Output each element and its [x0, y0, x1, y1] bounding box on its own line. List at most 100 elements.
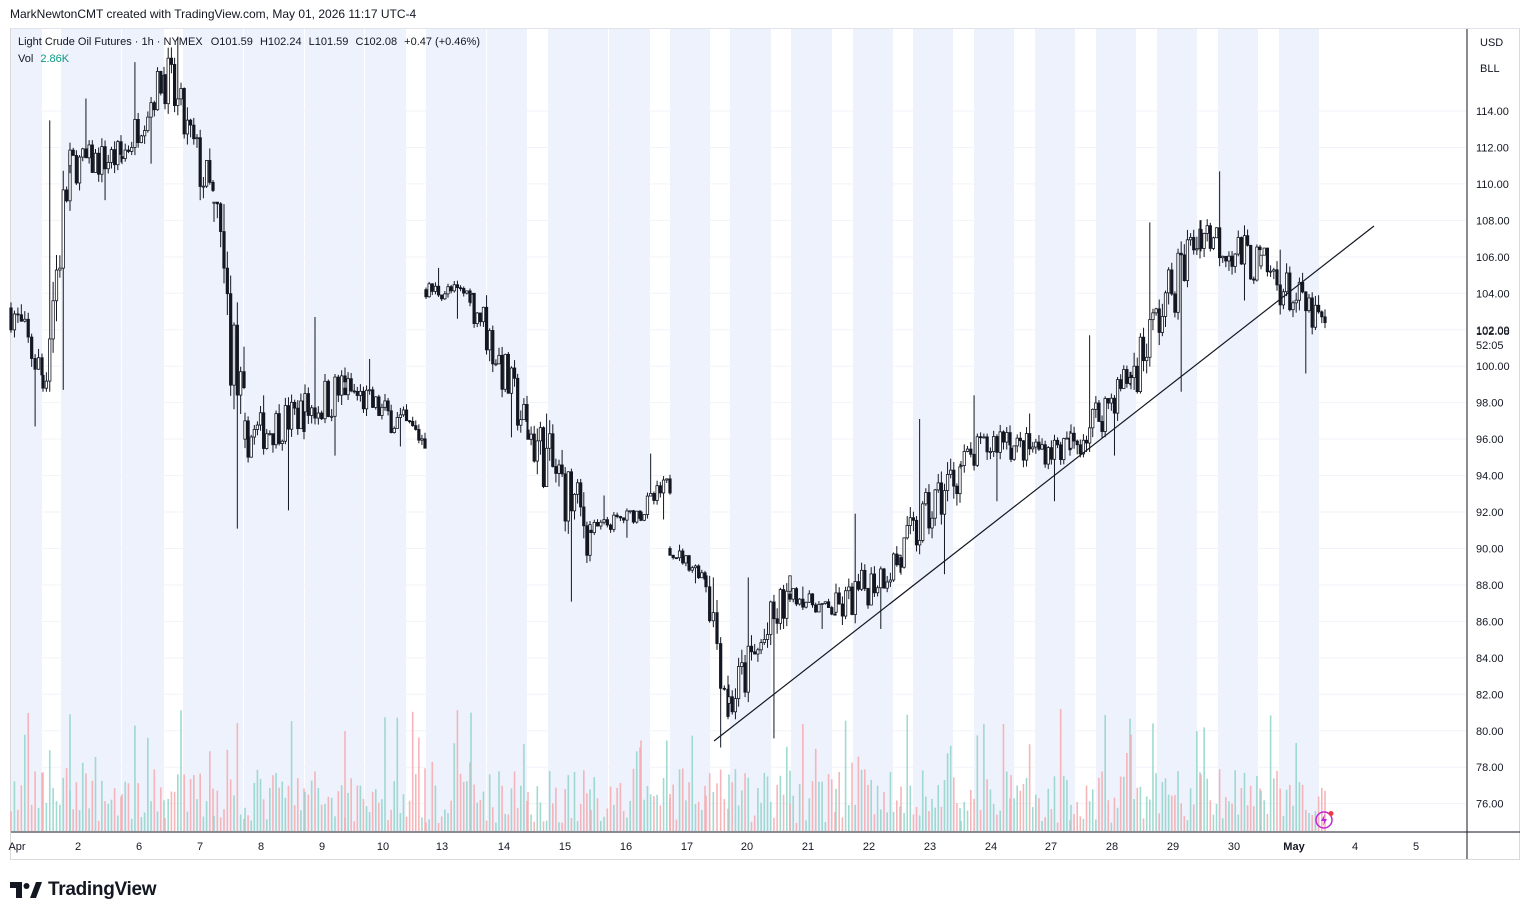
candle	[159, 70, 163, 96]
candle-body	[120, 156, 124, 159]
candle	[740, 649, 744, 675]
candle	[1307, 293, 1311, 313]
candle-body	[19, 314, 23, 322]
volume-bar	[124, 781, 127, 831]
volume-bar	[1311, 814, 1313, 831]
candle-body	[179, 88, 183, 100]
candle-body	[1122, 369, 1126, 389]
candle-body	[503, 353, 507, 390]
currency-label[interactable]: USD	[1480, 37, 1504, 49]
candle-body	[631, 510, 636, 523]
volume-bar	[425, 822, 427, 831]
chart-frame[interactable]	[10, 28, 1520, 860]
volume-bar	[1142, 818, 1145, 831]
candle	[258, 406, 263, 431]
candle-body	[58, 267, 62, 271]
candle-body	[246, 420, 250, 458]
volume-bar	[989, 789, 992, 831]
candle	[1211, 236, 1216, 251]
volume-bar	[41, 773, 43, 831]
volume-bar	[143, 812, 146, 831]
candle-body	[850, 586, 854, 615]
volume-bar	[243, 818, 245, 831]
volume-bar	[134, 725, 136, 831]
candle-body	[975, 436, 979, 466]
candle	[1148, 222, 1152, 367]
volume-bar	[444, 809, 446, 831]
lightning-icon[interactable]	[1315, 810, 1335, 830]
candle-body	[343, 387, 347, 396]
candle-body	[661, 479, 666, 494]
volume-bar	[912, 814, 915, 831]
candle	[1320, 310, 1324, 324]
candle-body	[106, 161, 110, 170]
candle-body	[576, 482, 580, 495]
candle-body	[1021, 440, 1026, 461]
volume-bar	[925, 796, 927, 831]
x-tick-label: 9	[319, 841, 325, 853]
volume-bar	[848, 805, 850, 831]
volume-bar	[127, 783, 130, 831]
volume-bar	[121, 794, 123, 831]
candle-body	[582, 506, 586, 527]
tradingview-logo[interactable]: TradingView	[10, 878, 157, 902]
candle	[1227, 251, 1231, 271]
candle-body	[313, 407, 317, 419]
candle	[655, 480, 659, 505]
candle-body	[265, 433, 269, 449]
unit-label[interactable]: BLL	[1480, 63, 1500, 75]
candle	[9, 302, 13, 333]
volume-bar	[1158, 813, 1161, 831]
volume-bar	[78, 810, 81, 831]
volume-bar	[1161, 782, 1164, 831]
volume-bar	[42, 772, 44, 831]
candle-body	[525, 404, 529, 422]
candle-body	[959, 465, 963, 467]
x-tick-label: 8	[258, 841, 264, 853]
volume-bar	[159, 787, 162, 831]
volume-bar	[708, 773, 711, 831]
candle	[51, 281, 55, 353]
candle-body	[239, 371, 243, 396]
candle	[33, 354, 37, 427]
volume-bar	[196, 799, 198, 831]
legend-symbol[interactable]: Light Crude Oil Futures · 1h · NYMEX	[18, 36, 203, 48]
volume-bar	[940, 806, 943, 831]
candle	[817, 601, 821, 613]
volume-bar	[750, 821, 753, 831]
candle	[1129, 371, 1133, 390]
candle	[1034, 438, 1038, 454]
session-band	[426, 29, 486, 831]
candle	[548, 420, 552, 461]
volume-bar	[970, 790, 972, 831]
candle	[386, 397, 390, 416]
candle	[109, 146, 114, 169]
candle-body	[519, 419, 523, 426]
volume-bar	[1298, 782, 1301, 831]
volume-bar	[999, 810, 1001, 831]
candle	[420, 434, 424, 445]
candle-body	[1307, 297, 1311, 312]
candle-body	[81, 148, 85, 158]
y-tick-label: 82.00	[1476, 689, 1504, 701]
candle	[618, 515, 623, 522]
volume-bar	[368, 812, 371, 831]
volume-series	[10, 709, 1326, 831]
volume-bar	[589, 789, 591, 831]
volume-bar	[685, 800, 687, 831]
candle	[349, 373, 353, 393]
candle-body	[420, 438, 424, 441]
candle	[661, 476, 666, 520]
session-band	[365, 29, 406, 831]
candle-body	[1275, 269, 1279, 286]
candle-body	[1091, 408, 1095, 429]
volume-bar	[1225, 797, 1227, 831]
candle-body	[182, 88, 186, 135]
candle	[1262, 247, 1266, 256]
volume-bar	[688, 782, 690, 831]
candle	[346, 372, 350, 401]
legend-volume-label[interactable]: Vol	[18, 53, 34, 65]
candle-body	[1291, 302, 1295, 311]
candle-body	[778, 589, 782, 624]
